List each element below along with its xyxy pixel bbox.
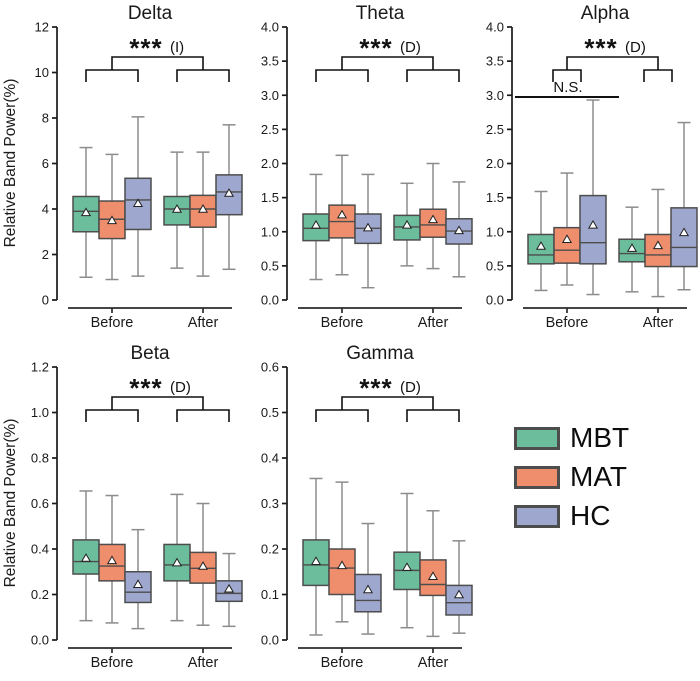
- svg-text:12: 12: [35, 20, 49, 35]
- svg-text:1.5: 1.5: [486, 190, 504, 205]
- svg-text:Before: Before: [321, 315, 364, 331]
- svg-text:(D): (D): [400, 39, 421, 56]
- subplot-theta: Theta 0.0 0.5 1.0 1.5 2.0 2.5 3.0 3.5 4.0 Before Af…: [230, 0, 475, 341]
- svg-text:1.2: 1.2: [31, 360, 49, 375]
- svg-text:0.2: 0.2: [31, 587, 49, 602]
- svg-text:(D): (D): [625, 39, 646, 56]
- svg-text:1.5: 1.5: [261, 190, 279, 205]
- svg-text:Gamma: Gamma: [346, 343, 414, 364]
- delta-boxplot-canvas: Delta 0 2 4 6 8 10 12 Relative Band Power(%) Befo…: [2, 3, 243, 331]
- svg-text:8: 8: [42, 111, 49, 126]
- svg-text:***: ***: [359, 33, 392, 63]
- svg-text:0.5: 0.5: [261, 258, 279, 273]
- beta-boxplot-canvas: Beta 0.0 0.2 0.4 0.6 0.8 1.0 1.2 Relative Band P…: [2, 343, 243, 671]
- legend-label-hc: HC: [570, 500, 611, 531]
- svg-text:After: After: [418, 315, 449, 331]
- svg-text:3.5: 3.5: [486, 54, 504, 69]
- legend-item-mbt: MBT: [514, 424, 629, 452]
- svg-text:Before: Before: [321, 655, 364, 671]
- mbt-color-swatch: [514, 426, 560, 450]
- svg-text:Before: Before: [546, 315, 589, 331]
- svg-text:***: ***: [584, 33, 617, 63]
- svg-text:(D): (D): [400, 379, 421, 396]
- legend-item-mat: MAT: [514, 463, 629, 491]
- svg-text:0.0: 0.0: [486, 293, 504, 308]
- svg-text:After: After: [188, 315, 219, 331]
- svg-text:3.5: 3.5: [261, 54, 279, 69]
- svg-text:Theta: Theta: [356, 3, 405, 24]
- svg-text:2.5: 2.5: [486, 122, 504, 137]
- group-legend: MBT MAT HC: [514, 424, 629, 541]
- svg-text:4: 4: [42, 202, 49, 217]
- svg-text:0.8: 0.8: [31, 451, 49, 466]
- svg-text:2: 2: [42, 247, 49, 262]
- legend-label-mbt: MBT: [570, 422, 630, 453]
- svg-text:1.0: 1.0: [261, 224, 279, 239]
- svg-text:0.4: 0.4: [261, 451, 279, 466]
- svg-text:4.0: 4.0: [261, 20, 279, 35]
- svg-text:0.5: 0.5: [261, 405, 279, 420]
- svg-text:(D): (D): [170, 379, 191, 396]
- svg-text:0.6: 0.6: [261, 360, 279, 375]
- svg-text:After: After: [643, 315, 674, 331]
- svg-text:0.6: 0.6: [31, 496, 49, 511]
- alpha-boxplot-canvas: Alpha 0.0 0.5 1.0 1.5 2.0 2.5 3.0 3.5 4.0 Before Af…: [486, 3, 698, 331]
- svg-text:N.S.: N.S.: [553, 79, 582, 96]
- subplot-beta: Beta 0.0 0.2 0.4 0.6 0.8 1.0 1.2 Relative Band P…: [0, 340, 245, 681]
- svg-text:0.3: 0.3: [261, 496, 279, 511]
- svg-text:0.4: 0.4: [31, 542, 49, 557]
- legend-item-hc: HC: [514, 502, 629, 530]
- svg-text:***: ***: [129, 373, 162, 403]
- svg-text:0.0: 0.0: [31, 633, 49, 648]
- svg-text:0.0: 0.0: [261, 633, 279, 648]
- svg-text:3.0: 3.0: [486, 88, 504, 103]
- svg-text:1.0: 1.0: [486, 224, 504, 239]
- svg-text:0.2: 0.2: [261, 542, 279, 557]
- svg-text:Beta: Beta: [130, 343, 170, 364]
- subplot-gamma: Gamma 0.0 0.1 0.2 0.3 0.4 0.5 0.6 Before After ***…: [230, 340, 475, 681]
- svg-text:(I): (I): [170, 39, 184, 56]
- gamma-boxplot-canvas: Gamma 0.0 0.1 0.2 0.3 0.4 0.5 0.6 Before After ***…: [261, 343, 473, 671]
- svg-text:Relative Band Power(%): Relative Band Power(%): [2, 79, 19, 248]
- svg-text:Alpha: Alpha: [581, 3, 630, 24]
- svg-text:0: 0: [42, 293, 49, 308]
- hc-color-swatch: [514, 504, 560, 528]
- svg-text:After: After: [418, 655, 449, 671]
- svg-text:0.1: 0.1: [261, 587, 279, 602]
- svg-text:After: After: [188, 655, 219, 671]
- svg-text:***: ***: [359, 373, 392, 403]
- svg-text:6: 6: [42, 156, 49, 171]
- theta-boxplot-canvas: Theta 0.0 0.5 1.0 1.5 2.0 2.5 3.0 3.5 4.0 Before Af…: [261, 3, 473, 331]
- svg-text:Delta: Delta: [128, 3, 173, 24]
- svg-text:3.0: 3.0: [261, 88, 279, 103]
- legend-label-mat: MAT: [570, 461, 628, 492]
- svg-text:Relative Band Power(%): Relative Band Power(%): [2, 419, 19, 588]
- svg-text:Before: Before: [91, 655, 134, 671]
- svg-text:0.5: 0.5: [486, 258, 504, 273]
- mat-color-swatch: [514, 465, 560, 489]
- svg-text:2.0: 2.0: [261, 156, 279, 171]
- svg-text:2.5: 2.5: [261, 122, 279, 137]
- svg-text:10: 10: [35, 65, 49, 80]
- svg-text:4.0: 4.0: [486, 20, 504, 35]
- svg-text:***: ***: [129, 33, 162, 63]
- svg-text:0.0: 0.0: [261, 293, 279, 308]
- svg-text:2.0: 2.0: [486, 156, 504, 171]
- svg-text:Before: Before: [91, 315, 134, 331]
- subplot-delta: Delta 0 2 4 6 8 10 12 Relative Band Power(%) Befo…: [0, 0, 245, 341]
- subplot-alpha: Alpha 0.0 0.5 1.0 1.5 2.0 2.5 3.0 3.5 4.0 Before Af…: [455, 0, 700, 341]
- svg-text:1.0: 1.0: [31, 405, 49, 420]
